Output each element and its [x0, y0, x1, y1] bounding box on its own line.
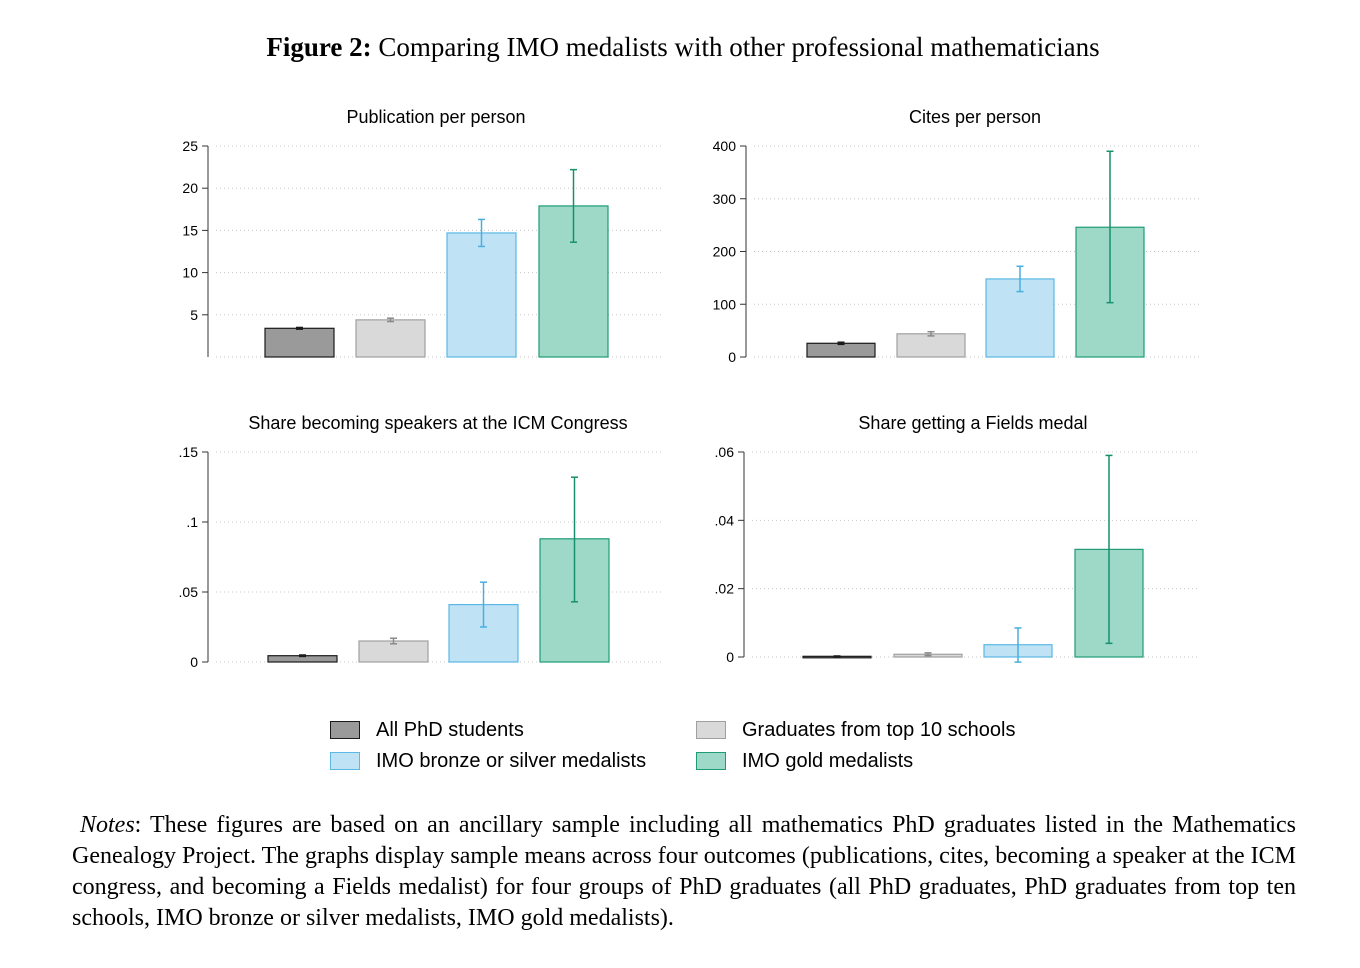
legend-label-top10: Graduates from top 10 schools [742, 718, 1016, 741]
legend-item-bronze-silver: IMO bronze or silver medalists [330, 747, 646, 775]
y-tick-label: 0 [728, 349, 736, 365]
error-bar-bronze-silver [480, 581, 487, 628]
figure-title-text: Comparing IMO medalists with other profe… [378, 32, 1100, 62]
notes-label: Notes [80, 812, 135, 838]
y-tick-label: .02 [715, 581, 735, 597]
y-tick-label: 0 [190, 654, 198, 670]
y-tick-label: 15 [182, 222, 198, 238]
error-bar-all-phd [837, 341, 845, 346]
notes-text: : These figures are based on an ancillar… [72, 812, 1296, 931]
error-bar-bronze-silver [1016, 265, 1024, 293]
y-tick-label: .04 [715, 512, 735, 528]
y-tick-label: .1 [186, 514, 198, 530]
y-tick-label: .15 [179, 444, 199, 460]
error-bar-gold [570, 168, 577, 243]
y-tick-label: 400 [713, 138, 737, 154]
legend-swatch-all-phd [330, 721, 360, 739]
error-bar-top10 [390, 637, 397, 645]
figure-label: Figure 2: [266, 32, 372, 62]
figure-title: Figure 2: Comparing IMO medalists with o… [0, 32, 1360, 63]
y-tick-label: 100 [713, 296, 737, 312]
y-tick-label: 5 [190, 307, 198, 323]
y-tick-label: 200 [713, 244, 737, 260]
error-bar-top10 [924, 652, 932, 657]
chart-panel-4: Share getting a Fields medal 0 .02 .04 .06 [715, 413, 1200, 665]
error-bar-all-phd [296, 326, 303, 330]
error-bar-gold [1106, 150, 1114, 304]
error-bar-all-phd [299, 654, 306, 658]
chart-panel-1: Publication per person 5 10 15 20 25 [182, 107, 662, 358]
legend-swatch-top10 [696, 721, 726, 739]
y-tick-label: 25 [182, 138, 198, 154]
legend-item-top10: Graduates from top 10 schools [696, 716, 1015, 744]
error-bar-top10 [387, 317, 394, 323]
legend-item-all-phd: All PhD students [330, 716, 524, 744]
legend-label-all-phd: All PhD students [376, 718, 524, 741]
legend-label-bronze-silver: IMO bronze or silver medalists [376, 749, 647, 772]
chart-panel-2: Cites per person 0 100 200 300 400 [713, 107, 1200, 365]
chart-title: Share getting a Fields medal [858, 413, 1087, 433]
chart-title: Publication per person [346, 107, 525, 127]
chart-title: Share becoming speakers at the ICM Congr… [248, 413, 627, 433]
bar-all-phd [264, 327, 335, 358]
legend-swatch-bronze-silver [330, 752, 360, 770]
bar-gold [538, 205, 609, 358]
error-bar-all-phd [833, 655, 841, 658]
error-bar-gold [571, 476, 578, 603]
y-tick-label: 0 [726, 649, 734, 665]
error-bar-bronze-silver [1014, 627, 1022, 663]
bar-all-phd [806, 342, 876, 358]
y-tick-label: 20 [182, 180, 198, 196]
y-tick-label: .06 [715, 444, 735, 460]
y-tick-label: 10 [182, 265, 198, 281]
legend-item-gold: IMO gold medalists [696, 747, 913, 775]
bar-bronze-silver [446, 232, 517, 358]
chart-panels: Publication per person 5 10 15 20 25 Cites per… [179, 107, 1200, 670]
y-tick-label: 300 [713, 191, 737, 207]
figure-notes: Notes: These figures are based on an anc… [72, 810, 1296, 934]
y-tick-label: .05 [179, 584, 199, 600]
bar-top10 [355, 319, 426, 358]
legend-swatch-gold [696, 752, 726, 770]
error-bar-bronze-silver [478, 218, 485, 248]
chart-title: Cites per person [909, 107, 1041, 127]
error-bar-top10 [927, 330, 935, 337]
chart-panel-3: Share becoming speakers at the ICM Congr… [179, 413, 662, 670]
error-bar-gold [1105, 454, 1113, 645]
bar-top10 [896, 333, 966, 358]
legend-label-gold: IMO gold medalists [742, 749, 914, 772]
